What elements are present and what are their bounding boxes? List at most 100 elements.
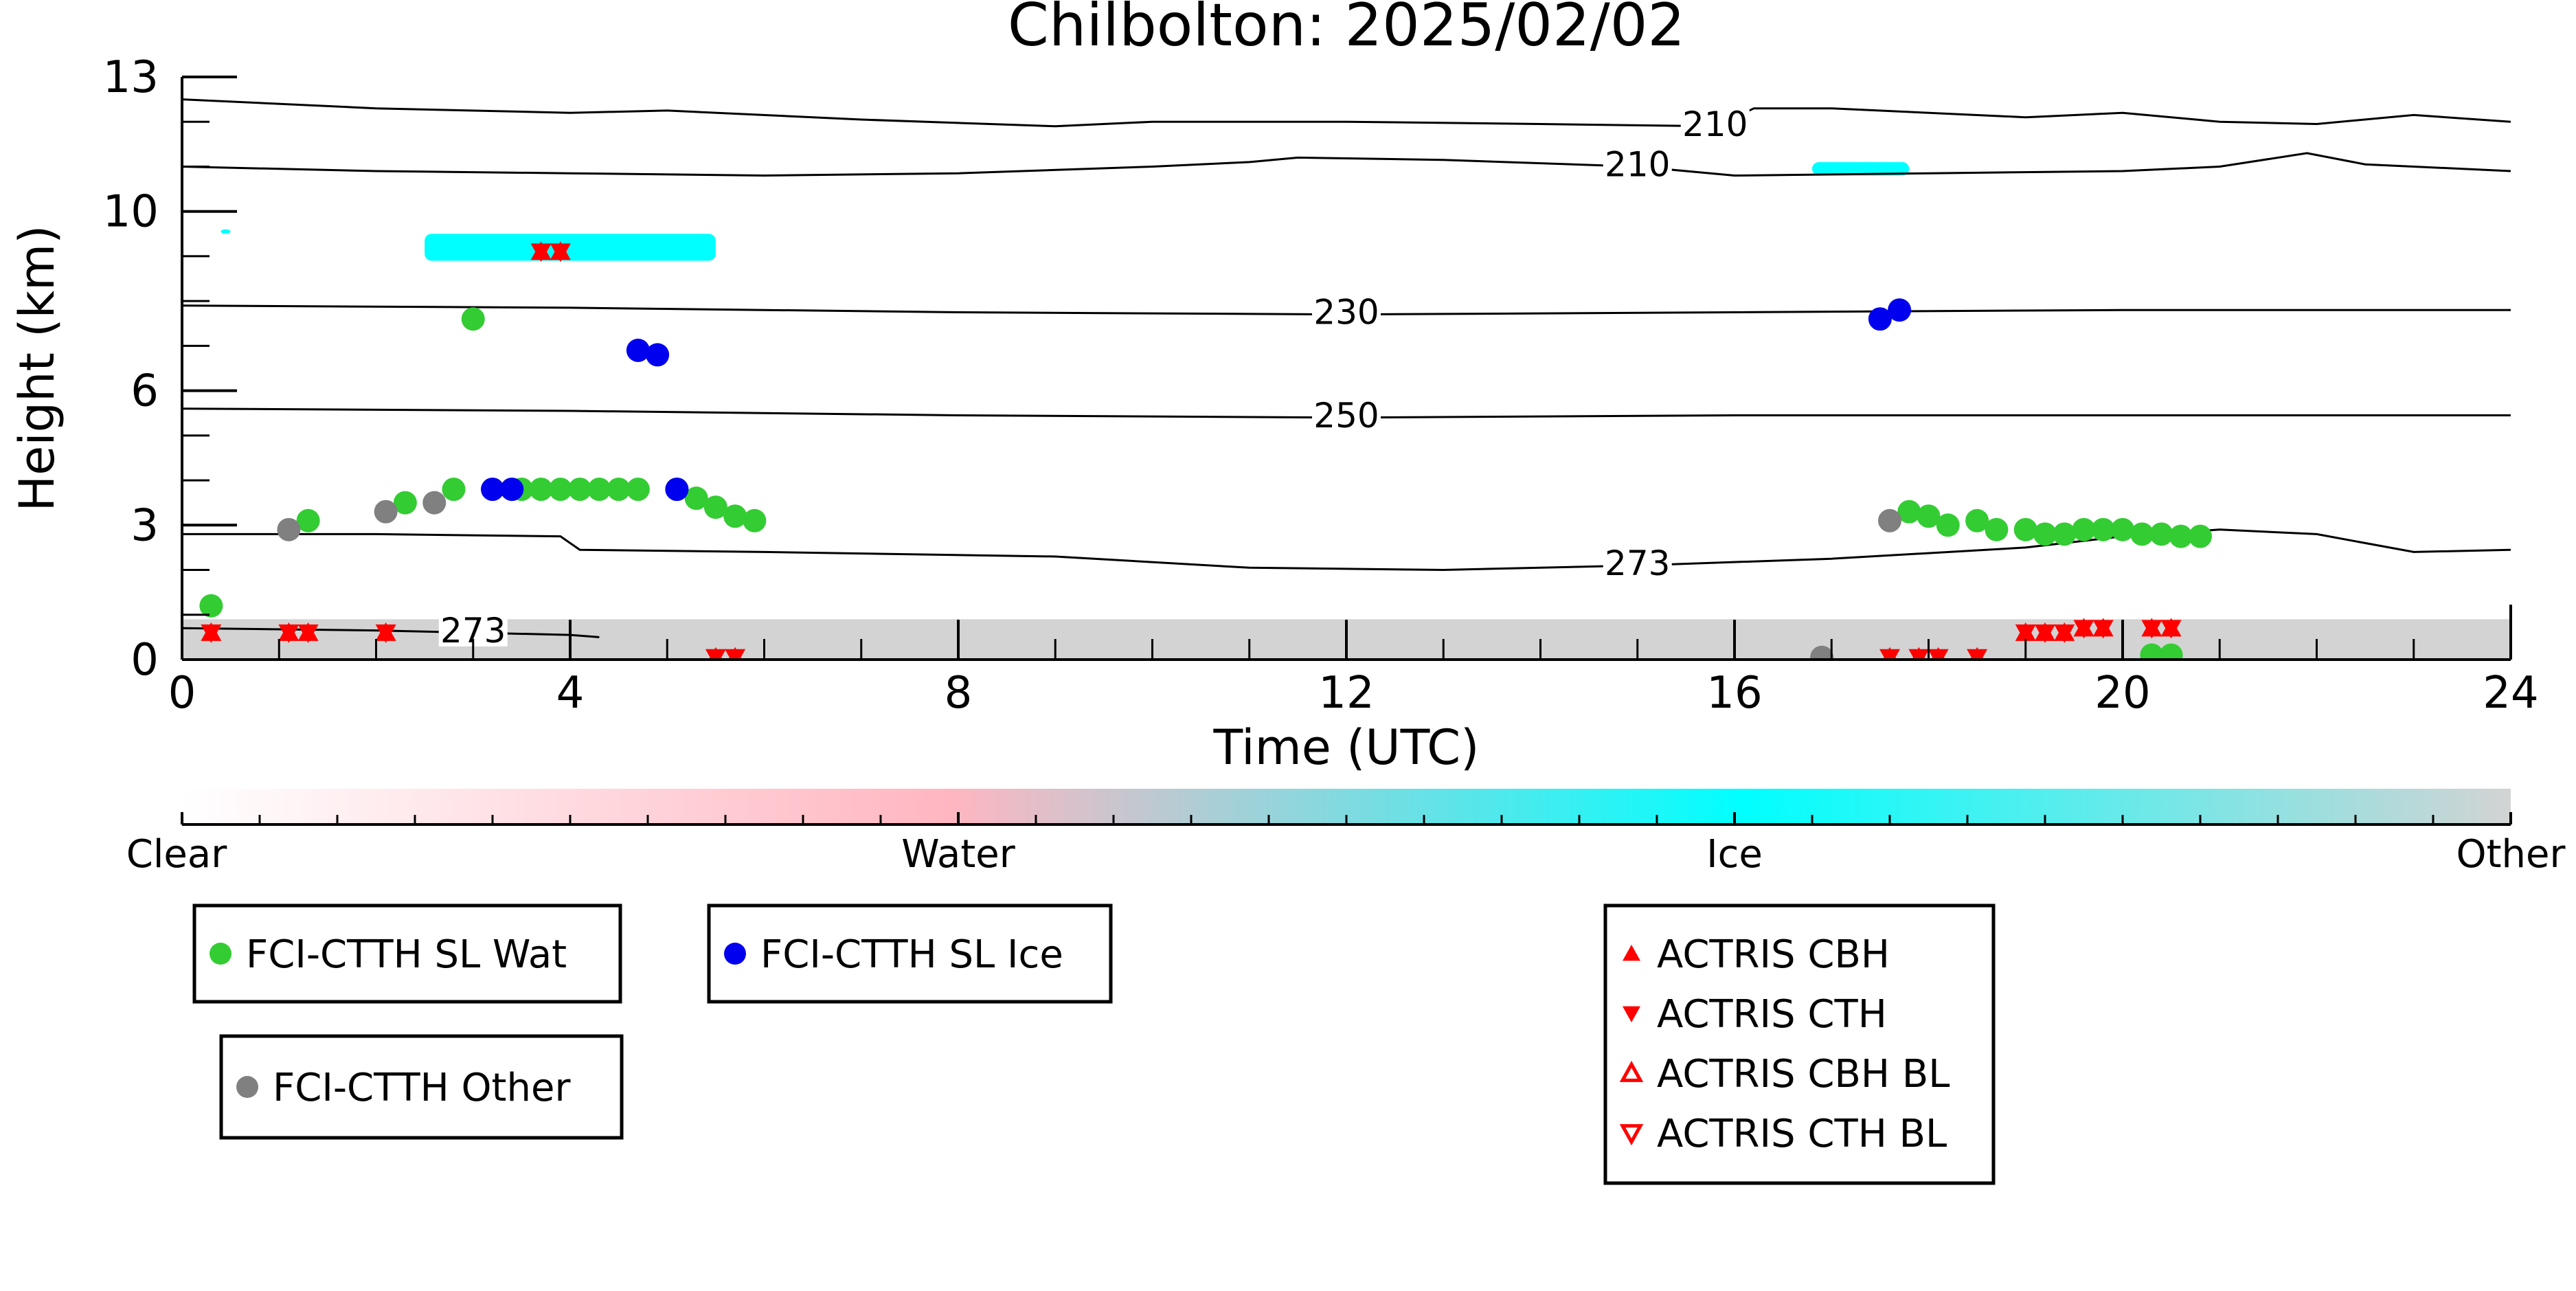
data-point-fci-ctth-sl-wat [296, 508, 320, 532]
colorbar-label: Ice [1706, 832, 1763, 877]
data-point-actris-cth [2160, 620, 2182, 639]
data-point-fci-ctth-sl-wat [2091, 517, 2115, 541]
data-point-fci-ctth-sl-wat [199, 594, 223, 618]
legend-marker [1619, 1060, 1644, 1082]
legend-marker [1623, 1006, 1640, 1022]
data-point-fci-ctth-sl-ice [646, 343, 670, 367]
legend-label: FCI-CTTH SL Wat [246, 932, 567, 977]
contour-label: 273 [1605, 543, 1670, 583]
colorbar: Clear Water Ice Other [126, 789, 2566, 877]
legend-label: FCI-CTTH Other [273, 1066, 571, 1110]
contour-label: 210 [1682, 104, 1748, 144]
legend-label: ACTRIS CTH [1657, 992, 1887, 1037]
data-point-actris-cth [1928, 649, 1949, 660]
x-tick-label: 12 [1318, 668, 1374, 719]
legend-label: ACTRIS CBH BL [1657, 1052, 1950, 1097]
ice-cloud-patch [221, 229, 231, 234]
ice-cloud-patch [425, 234, 716, 261]
contour-label-bg [1312, 398, 1381, 431]
contour-label: 230 [1313, 293, 1379, 333]
data-point-fci-ctth-other [1810, 645, 1834, 660]
x-tick-label: 8 [945, 668, 973, 719]
data-point-fci-ctth-sl-wat [2033, 522, 2057, 546]
data-point-fci-ctth-sl-wat [2053, 522, 2077, 546]
data-point-fci-ctth-sl-wat [2189, 524, 2212, 548]
legend-box [707, 903, 1113, 1004]
data-point-actris-cth [278, 624, 300, 643]
legend-marker [1619, 1124, 1644, 1146]
data-point-actris-cth [1967, 649, 1988, 660]
data-point-fci-ctth-sl-wat [684, 486, 708, 510]
data-point-fci-ctth-sl-ice [500, 478, 524, 502]
data-point-actris-cth [1908, 649, 1930, 660]
data-point-fci-ctth-sl-wat [2111, 517, 2134, 541]
data-point-fci-ctth-sl-ice [626, 338, 650, 362]
data-point-actris-cth [530, 243, 552, 262]
legend-label: FCI-CTTH SL Ice [760, 932, 1063, 977]
legend-marker [210, 943, 231, 965]
data-point-fci-ctth-sl-wat [2130, 522, 2154, 546]
data-point-fci-ctth-other [374, 499, 398, 524]
legend-box [1603, 903, 1996, 1185]
legend-marker [724, 943, 746, 965]
data-point-fci-ctth-other [422, 491, 447, 515]
legends: FCI-CTTH SL Wat FCI-CTTH SL Ice FCI-CTTH O… [192, 903, 1996, 1185]
contour-line [182, 98, 2511, 128]
y-tick-label: 10 [103, 187, 159, 238]
data-point-fci-ctth-sl-wat [2169, 524, 2193, 548]
data-point-fci-ctth-sl-wat [2149, 522, 2173, 546]
data-point-actris-cth [2141, 620, 2162, 639]
colorbar-label: Water [901, 832, 1016, 877]
x-tick-label: 0 [168, 668, 196, 719]
data-point-fci-ctth-sl-wat [2072, 517, 2096, 541]
data-point-fci-ctth-sl-wat [461, 307, 485, 331]
data-point-fci-ctth-sl-wat [723, 504, 747, 528]
data-point-fci-ctth-sl-wat [2159, 643, 2183, 660]
y-axis-label: Height (km) [9, 225, 65, 512]
data-point-actris-cth [2073, 620, 2094, 639]
data-point-fci-ctth-sl-ice [1868, 307, 1892, 331]
data-point-fci-ctth-sl-wat [548, 478, 572, 502]
legend-box [219, 1034, 624, 1140]
y-tick-label: 6 [131, 366, 159, 417]
x-tick-label: 24 [2483, 668, 2538, 719]
data-point-actris-cth [201, 624, 222, 643]
data-point-actris-cth [297, 624, 319, 643]
data-point-fci-ctth-sl-wat [442, 478, 466, 502]
data-point-fci-ctth-sl-wat [607, 478, 631, 502]
data-point-fci-ctth-sl-wat [1936, 513, 1960, 537]
data-point-fci-ctth-sl-wat [743, 508, 767, 532]
data-point-actris-cth [550, 243, 571, 262]
colorbar-label: Clear [126, 832, 227, 877]
contour-line [182, 528, 2511, 572]
contour-label-bg [1312, 295, 1381, 328]
contour-label: 250 [1313, 396, 1379, 436]
data-point-fci-ctth-other [277, 517, 301, 541]
data-point-fci-ctth-sl-wat [2013, 517, 2037, 541]
y-tick-label: 0 [131, 635, 159, 686]
contour-label: 210 [1605, 144, 1670, 184]
data-point-fci-ctth-sl-wat [1897, 499, 1921, 524]
contour-line [182, 152, 2511, 177]
data-point-actris-cth [2054, 624, 2075, 643]
contour-label-bg [1603, 546, 1672, 580]
x-tick-label: 4 [556, 668, 585, 719]
data-point-actris-cth [2035, 624, 2055, 643]
data-point-fci-ctth-sl-wat [626, 478, 650, 502]
y-tick-label: 13 [103, 52, 159, 103]
data-point-actris-cth [2015, 624, 2036, 643]
data-point-fci-ctth-sl-wat [1985, 517, 2009, 541]
x-axis-label: Time (UTC) [1213, 719, 1480, 776]
data-point-fci-ctth-sl-ice [665, 478, 689, 502]
axes: 0 4 8 12 16 20 24 0 3 6 10 13 [103, 52, 2539, 719]
data-point-fci-ctth-sl-wat [703, 495, 727, 519]
chart-title: Chilbolton: 2025/02/02 [1008, 0, 1685, 60]
legend-label: ACTRIS CBH [1657, 932, 1890, 977]
colorbar-label: Other [2456, 832, 2566, 877]
data-point-fci-ctth-sl-wat [2140, 643, 2164, 660]
x-tick-label: 16 [1706, 668, 1762, 719]
data-point-actris-cth [725, 649, 746, 660]
data-point-actris-cth [2092, 620, 2114, 639]
